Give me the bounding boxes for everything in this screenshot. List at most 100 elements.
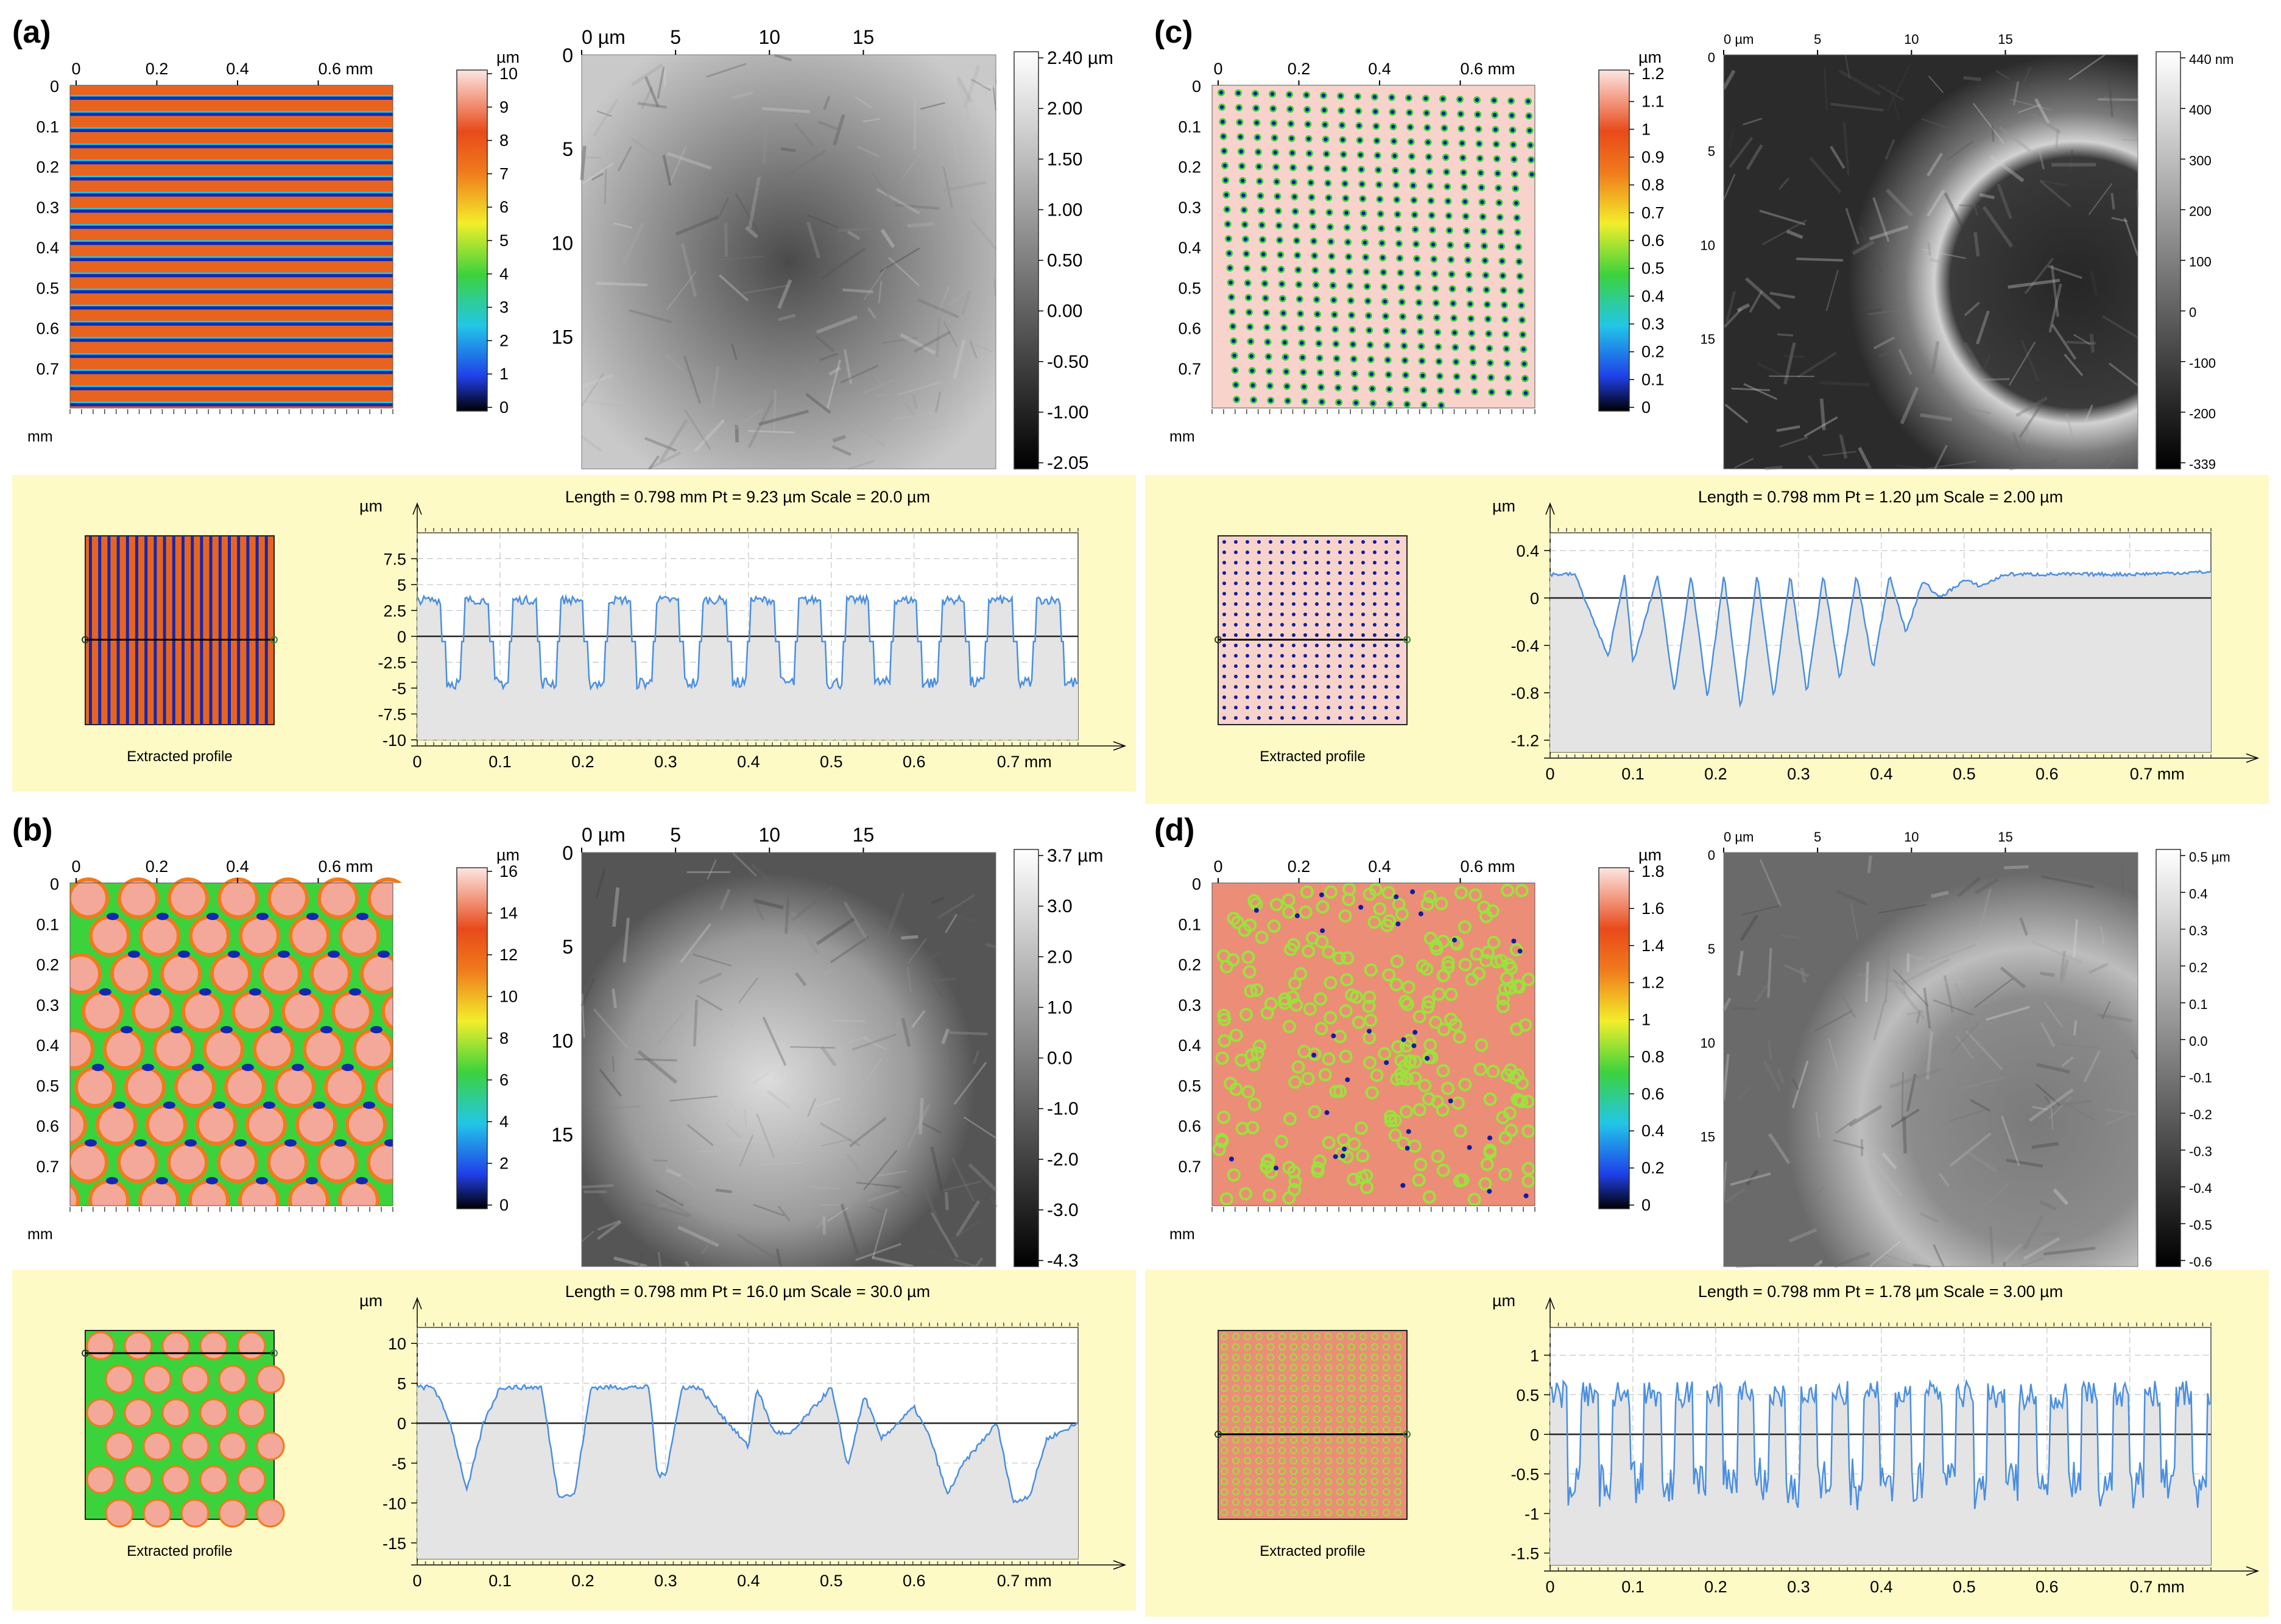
thumb-dot [1292, 695, 1296, 699]
x-tick-label: 0.2 [571, 753, 594, 771]
texture [1965, 1030, 2003, 1070]
dot [1444, 155, 1448, 160]
dot [1246, 281, 1250, 285]
texture [955, 1200, 981, 1237]
texture [1828, 1038, 1839, 1074]
thumb-dot [1269, 716, 1272, 720]
thumb-dot [1384, 716, 1388, 720]
thumb-dot [1269, 695, 1272, 699]
texture [791, 910, 820, 955]
y-tick-label: 5 [397, 1375, 406, 1393]
thumbnail-caption: Extracted profile [1260, 748, 1365, 765]
thumb-dot [1336, 1468, 1344, 1475]
texture [827, 1207, 849, 1222]
afm-colorbar-tick-label: -1.00 [1047, 402, 1088, 423]
dot [1498, 215, 1502, 219]
texture [1906, 954, 1923, 961]
dot [1479, 185, 1484, 190]
pit [370, 1026, 383, 1033]
texture [900, 423, 948, 439]
thumb-dot [1292, 602, 1296, 606]
heightmap-0: (a)0 0.2 0.4 0.6 mm00.10.20.30.40.50.60.7mm… [12, 15, 520, 445]
afm-top-tick-label: 10 [759, 824, 781, 846]
thumb-dot [1244, 1405, 1251, 1413]
thumb-dot [1336, 1457, 1344, 1464]
dot [1420, 373, 1425, 378]
texture [2022, 66, 2032, 85]
thumb-dot [1278, 1333, 1286, 1340]
afm-left-tick-label: 10 [1701, 237, 1715, 253]
thumb-dot [1371, 1343, 1378, 1351]
pit [378, 951, 390, 958]
pit [171, 1026, 183, 1033]
dot [1297, 283, 1301, 287]
texture [2065, 413, 2075, 438]
dot [1266, 354, 1271, 359]
thumb-dot [1348, 1374, 1355, 1382]
thumb-dot [1278, 1426, 1286, 1433]
ring [1521, 1095, 1535, 1109]
dot [1321, 93, 1326, 97]
texture [762, 1016, 787, 1066]
dot [1379, 227, 1383, 231]
texture [773, 389, 777, 433]
thumb-dot [1396, 664, 1400, 668]
thumb-dot [1396, 602, 1400, 606]
dot [1526, 99, 1531, 104]
texture [843, 349, 853, 384]
y-tick-label: 0 [397, 628, 406, 646]
marker-end [1403, 1430, 1411, 1438]
thumb-dot [1267, 1354, 1274, 1361]
dot [1391, 110, 1395, 114]
thumb-dot [1302, 1488, 1309, 1496]
texture [1819, 398, 1826, 431]
texture [1986, 1005, 2030, 1021]
dot [1220, 105, 1224, 110]
marker-end [1215, 636, 1222, 644]
thumb-dot [1348, 1405, 1355, 1413]
dot [1521, 332, 1525, 337]
stripe-groove [70, 290, 393, 294]
dot [1422, 402, 1426, 407]
dot [1284, 370, 1288, 374]
texture [594, 1105, 641, 1111]
texture [2035, 1083, 2061, 1106]
ring [1219, 1192, 1233, 1206]
ring [1453, 1174, 1467, 1188]
x-axis-arrow [1113, 1560, 1127, 1570]
thumb-dot [1325, 1416, 1332, 1423]
dot [1292, 180, 1296, 185]
thumb-dot [1325, 1354, 1332, 1361]
afm-left-tick-label: 10 [1701, 1035, 1715, 1050]
thumb-dot [1232, 1405, 1239, 1413]
dot [1412, 213, 1417, 217]
texture [1722, 69, 1736, 90]
thumb-dot [1396, 675, 1400, 678]
thumb-dot [1246, 550, 1249, 554]
pit [1331, 1033, 1336, 1039]
thumb-dot [1246, 540, 1249, 544]
texture [644, 437, 677, 452]
texture [880, 228, 895, 248]
colorbar-tick-label: 6 [499, 1071, 509, 1089]
ring [1431, 1150, 1445, 1164]
dimple [128, 1070, 162, 1104]
thumb-dot [1255, 1395, 1263, 1402]
thumb-dot [1267, 1457, 1274, 1464]
texture [604, 167, 607, 205]
thumb-dot [1222, 716, 1226, 720]
dot [1358, 153, 1363, 157]
texture [917, 298, 959, 318]
thumb-dot [1338, 623, 1342, 627]
ring [1347, 1172, 1361, 1186]
thumb-dot [1303, 613, 1307, 616]
texture [582, 399, 632, 409]
thumb-dot [1384, 602, 1388, 606]
thumb-dot [1244, 1509, 1251, 1516]
dot [1347, 255, 1351, 259]
afm-left-tick-label: 0 [562, 44, 573, 66]
texture [2024, 258, 2054, 295]
ring [1515, 884, 1529, 898]
thumb-dot [1290, 1447, 1297, 1454]
texture [1975, 310, 1990, 345]
